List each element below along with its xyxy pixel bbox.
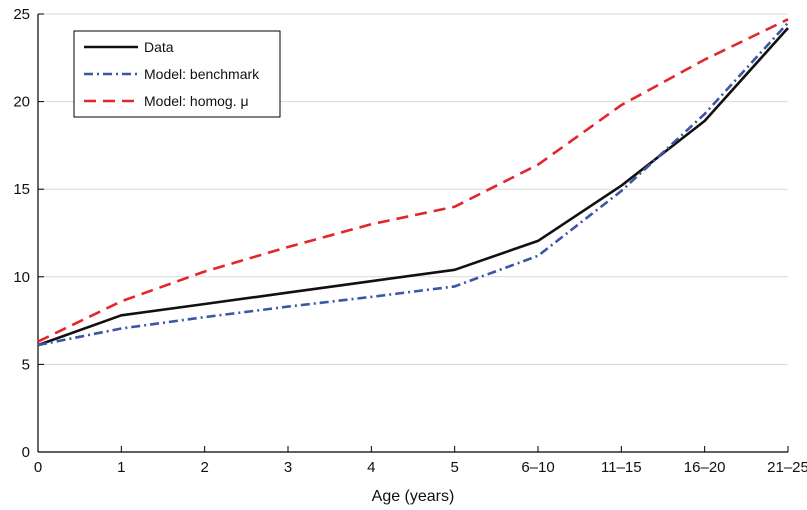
y-tick-label: 15 [13,181,30,198]
y-tick-label: 10 [13,269,30,286]
y-tick-label: 0 [22,444,30,461]
x-tick-label: 4 [367,459,375,476]
x-tick-label: 11–15 [601,459,642,476]
x-tick-label: 21–25 [767,459,807,476]
x-tick-label: 5 [450,459,458,476]
legend-label: Model: homog. μ [144,93,249,109]
legend-label: Model: benchmark [144,66,260,82]
y-tick-label: 25 [13,6,30,23]
series-lines [37,18,789,347]
legend-box [73,30,281,118]
y-tick-label: 5 [22,356,30,373]
series-line-model-benchmark [37,21,789,347]
legend-label: Data [144,39,174,55]
axes [37,14,788,453]
x-tick-label: 1 [117,459,125,476]
ticks: 0 5 10 15 20 25 0 1 2 3 4 5 6–10 11–15 16–20 21–25 [13,6,807,476]
x-tick-label: 0 [34,459,42,476]
x-axis-title: Age (years) [372,488,455,505]
x-tick-label: 2 [200,459,208,476]
series-line-model-homog-mu [37,18,789,343]
y-tick-label: 20 [13,94,30,111]
x-tick-label: 6–10 [521,459,554,476]
legend: Data Model: benchmark Model: homog. μ [73,30,281,118]
x-tick-label: 3 [284,459,292,476]
x-tick-label: 16–20 [684,459,726,476]
legend-items: Data Model: benchmark Model: homog. μ [84,39,260,109]
